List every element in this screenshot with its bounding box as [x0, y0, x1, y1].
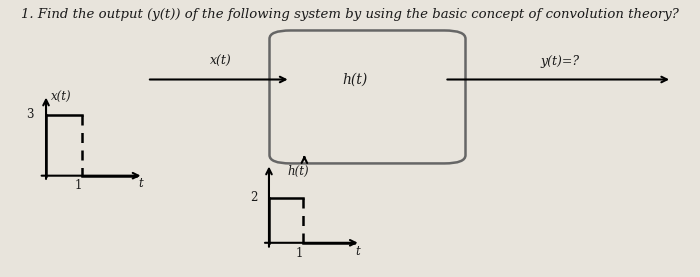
Text: t: t	[356, 245, 360, 258]
FancyBboxPatch shape	[270, 30, 466, 163]
Text: x(t): x(t)	[209, 55, 232, 68]
Text: h(t): h(t)	[342, 73, 368, 86]
Text: 2: 2	[251, 191, 258, 204]
Text: h(t): h(t)	[288, 165, 309, 178]
Text: x(t): x(t)	[51, 91, 72, 104]
Text: 1. Find the output (y(t)) of the following system by using the basic concept of : 1. Find the output (y(t)) of the followi…	[21, 8, 679, 21]
Text: 1: 1	[75, 179, 83, 192]
Text: t: t	[138, 177, 143, 190]
Text: y(t)=?: y(t)=?	[540, 55, 580, 68]
Text: 1: 1	[296, 247, 304, 260]
Text: 3: 3	[26, 108, 34, 121]
